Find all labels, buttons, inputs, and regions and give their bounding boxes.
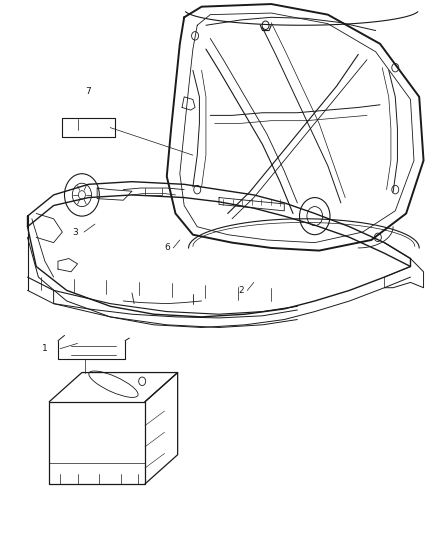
Text: 6: 6	[164, 244, 170, 253]
Text: 7: 7	[85, 87, 91, 96]
Text: 1: 1	[42, 344, 48, 353]
Text: 3: 3	[73, 228, 78, 237]
Text: 2: 2	[238, 286, 244, 295]
